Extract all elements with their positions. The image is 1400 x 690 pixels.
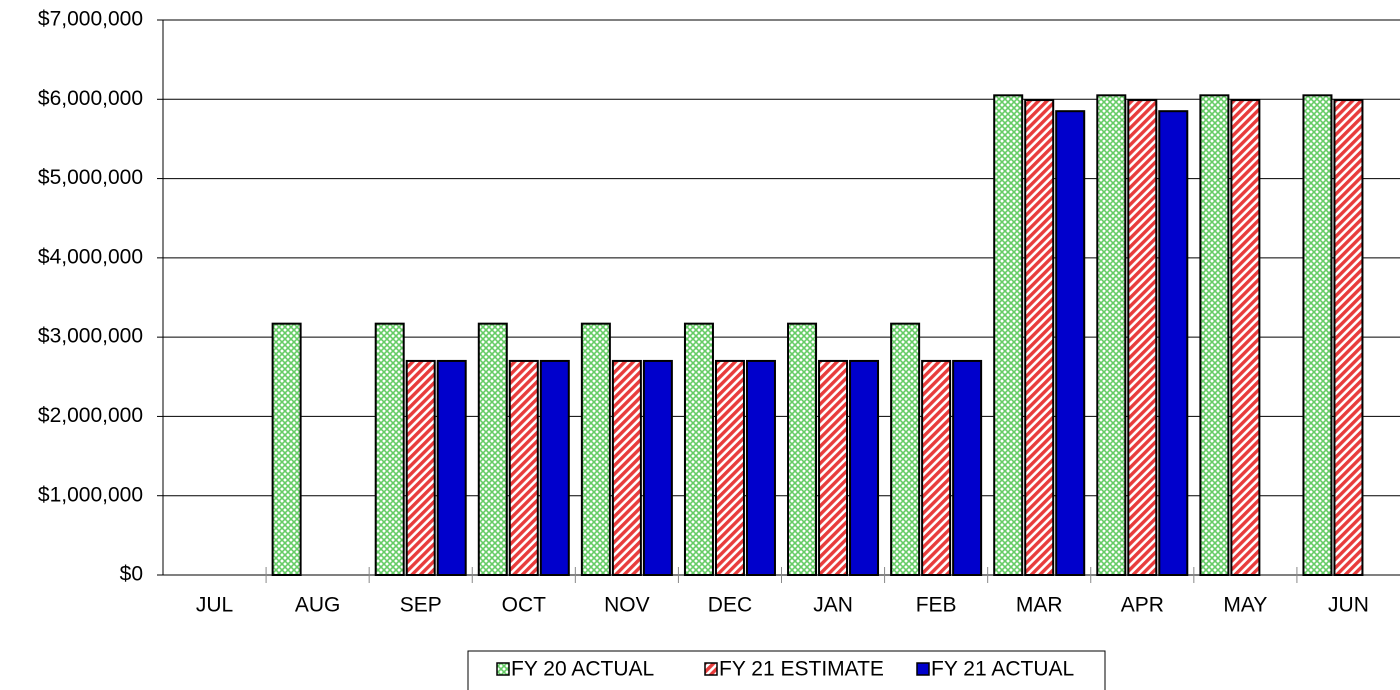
y-tick-label: $7,000,000	[38, 8, 143, 31]
bar	[1055, 110, 1086, 577]
bar	[849, 359, 880, 576]
y-tick-label: $1,000,000	[38, 483, 143, 506]
legend-label: FY 21 ACTUAL	[931, 658, 1074, 681]
bar	[921, 359, 952, 576]
bar	[1127, 99, 1158, 576]
x-tick-label: APR	[1121, 594, 1164, 617]
y-tick-label: $3,000,000	[38, 325, 143, 348]
bar	[1199, 94, 1230, 576]
bar	[508, 359, 539, 576]
legend-swatch	[704, 662, 718, 676]
legend-label: FY 20 ACTUAL	[511, 658, 654, 681]
x-tick-label: SEP	[400, 594, 442, 617]
x-tick-label: JUN	[1328, 594, 1369, 617]
bar	[1230, 99, 1261, 576]
bar	[436, 359, 467, 576]
bar	[890, 322, 921, 576]
y-tick-label: $0	[120, 563, 143, 586]
legend-swatch	[916, 662, 930, 676]
bar	[405, 359, 436, 576]
x-tick-label: MAR	[1016, 594, 1063, 617]
y-tick-label: $6,000,000	[38, 87, 143, 110]
bar	[787, 322, 818, 576]
x-tick-label: AUG	[295, 594, 341, 617]
x-tick-label: FEB	[916, 594, 957, 617]
bar	[993, 94, 1024, 576]
bar	[952, 359, 983, 576]
bar	[745, 359, 776, 576]
bar	[580, 322, 611, 576]
y-tick-label: $2,000,000	[38, 404, 143, 427]
legend-swatch	[496, 662, 510, 676]
bar	[714, 359, 745, 576]
x-tick-label: NOV	[604, 594, 650, 617]
bar	[611, 359, 642, 576]
bar	[683, 322, 714, 576]
legend-label: FY 21 ESTIMATE	[719, 658, 884, 681]
bar	[539, 359, 570, 576]
x-tick-label: JAN	[813, 594, 853, 617]
x-tick-label: OCT	[502, 594, 547, 617]
bar	[642, 359, 673, 576]
bar	[1024, 99, 1055, 576]
bar	[374, 322, 405, 576]
legend-box	[467, 650, 1106, 690]
bar	[1333, 99, 1364, 576]
bar	[271, 322, 302, 576]
x-tick-label: MAY	[1223, 594, 1267, 617]
bar	[1158, 110, 1189, 577]
bar	[818, 359, 849, 576]
bar	[477, 322, 508, 576]
x-tick-label: JUL	[196, 594, 233, 617]
bar	[1096, 94, 1127, 576]
y-tick-label: $4,000,000	[38, 245, 143, 268]
x-tick-label: DEC	[708, 594, 752, 617]
bar	[1302, 94, 1333, 576]
y-tick-label: $5,000,000	[38, 166, 143, 189]
